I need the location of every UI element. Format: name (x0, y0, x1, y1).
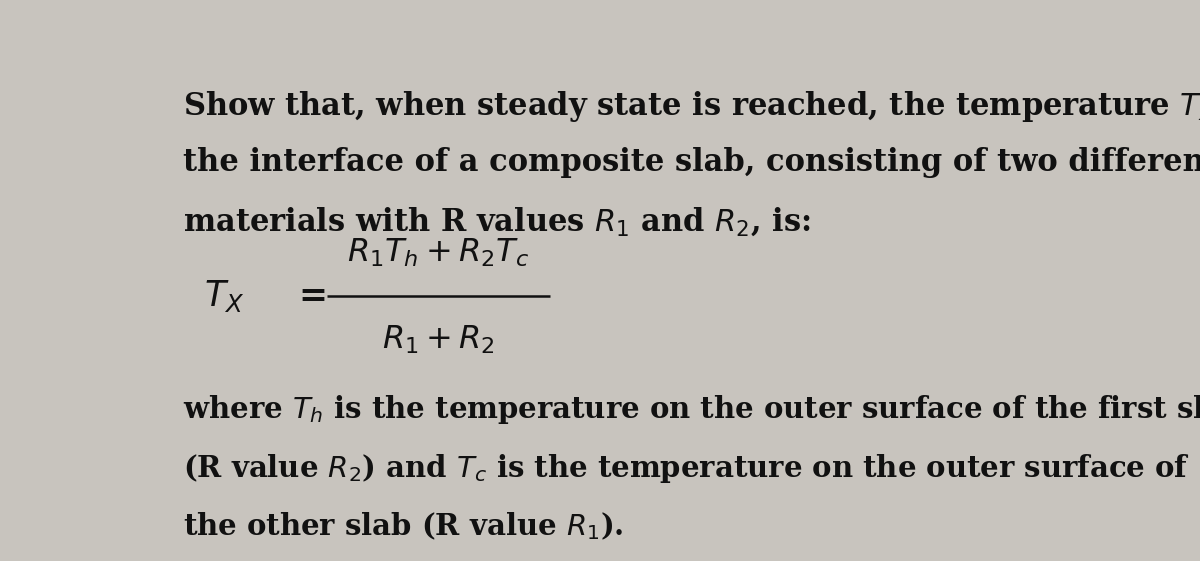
Text: $R_1 + R_2$: $R_1 + R_2$ (382, 323, 494, 356)
Text: where $T_h$ is the temperature on the outer surface of the first slab: where $T_h$ is the temperature on the ou… (182, 393, 1200, 426)
Text: $R_1 T_h + R_2 T_c$: $R_1 T_h + R_2 T_c$ (347, 237, 529, 269)
Text: $T_X$: $T_X$ (204, 278, 245, 314)
Text: the interface of a composite slab, consisting of two different: the interface of a composite slab, consi… (182, 147, 1200, 178)
Text: materials with R values $R_1$ and $R_2$, is:: materials with R values $R_1$ and $R_2$,… (182, 205, 810, 238)
Text: Show that, when steady state is reached, the temperature $T_x$ at: Show that, when steady state is reached,… (182, 89, 1200, 124)
Text: the other slab (R value $R_1$).: the other slab (R value $R_1$). (182, 510, 623, 542)
Text: (R value $R_2$) and $T_c$ is the temperature on the outer surface of: (R value $R_2$) and $T_c$ is the tempera… (182, 452, 1189, 485)
Text: =: = (299, 279, 328, 313)
